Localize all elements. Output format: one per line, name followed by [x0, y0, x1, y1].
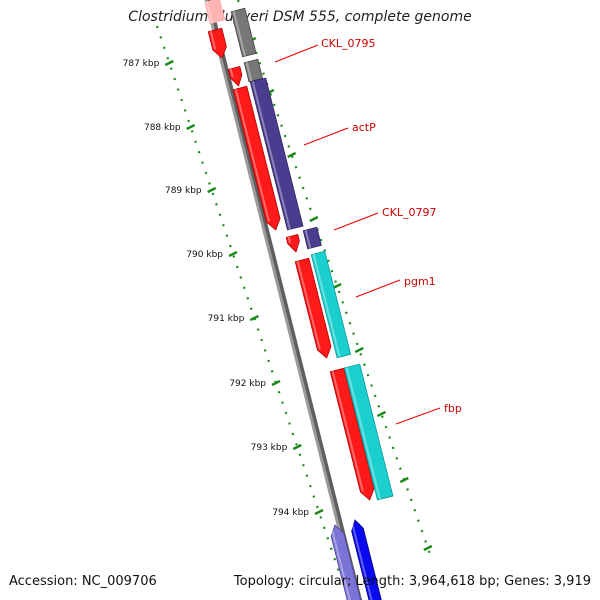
backbone-shadow	[204, 0, 363, 600]
right-tick-marks	[247, 36, 433, 552]
gene-feature-red	[329, 367, 375, 501]
gene-callout-line	[355, 279, 401, 298]
tick-labels: 787 kbp 788 kbp 789 kbp 790 kbp 791 kbp 792 k…	[123, 59, 310, 518]
left-major-tick	[292, 443, 302, 451]
accession-text: Accession: NC_009706	[9, 574, 157, 589]
right-major-tick	[309, 215, 319, 223]
gene-feature-red	[207, 27, 227, 59]
right-major-tick	[354, 346, 364, 354]
tick-label: 787 kbp	[123, 59, 160, 69]
backbone-line	[204, 0, 359, 600]
gene-feature-darkblue	[302, 226, 322, 250]
left-major-tick	[314, 508, 324, 516]
gene-feature-pink	[204, 0, 226, 24]
right-major-tick	[376, 410, 386, 418]
gene-feature-gray	[243, 58, 264, 83]
gene-label: actP	[352, 121, 376, 134]
tick-label: 788 kbp	[144, 123, 181, 133]
gene-callout-line	[395, 407, 441, 425]
gene-feature-red	[232, 85, 281, 231]
right-major-tick	[287, 151, 297, 159]
left-major-tick	[271, 379, 281, 387]
right-major-tick	[332, 282, 342, 290]
gene-label: pgm1	[404, 275, 436, 288]
gene-label: fbp	[444, 402, 462, 415]
gene-callout-line	[333, 212, 379, 231]
gene-label: CKL_0797	[382, 206, 437, 219]
gene-feature-cyan	[310, 250, 352, 359]
gene-callout-line	[303, 127, 349, 146]
gene-feature-lightblue	[330, 524, 361, 600]
left-major-tick	[249, 314, 259, 322]
gene-feature-gray	[230, 7, 257, 58]
tick-label: 790 kbp	[186, 250, 223, 260]
gene-feature-red	[227, 66, 243, 87]
tick-label: 792 kbp	[229, 379, 266, 389]
genome-summary-text: Topology: circular; Length: 3,964,618 bp…	[233, 574, 591, 589]
left-tick-marks	[164, 59, 324, 516]
left-major-tick	[186, 123, 196, 131]
gene-feature-red	[285, 234, 300, 253]
gene-feature-cyan	[343, 363, 394, 501]
gene-label: CKL_0795	[321, 37, 376, 50]
gene-feature-blue	[350, 519, 382, 600]
tick-label: 789 kbp	[165, 186, 202, 196]
gene-callout-line	[274, 44, 319, 63]
gene-feature-darkblue	[249, 77, 304, 231]
left-major-tick	[228, 250, 238, 258]
gene-callouts: CKL_0795 actP CKL_0797 pgm1 fbp	[274, 37, 462, 425]
gene-feature-red	[294, 257, 332, 359]
right-major-tick	[399, 476, 409, 484]
tick-label: 791 kbp	[208, 314, 245, 324]
left-major-tick	[207, 186, 217, 194]
right-major-tick	[423, 544, 433, 552]
left-major-tick	[164, 59, 174, 67]
tick-label: 793 kbp	[251, 443, 288, 453]
tick-label: 794 kbp	[272, 508, 309, 518]
gene-features	[204, 0, 394, 600]
